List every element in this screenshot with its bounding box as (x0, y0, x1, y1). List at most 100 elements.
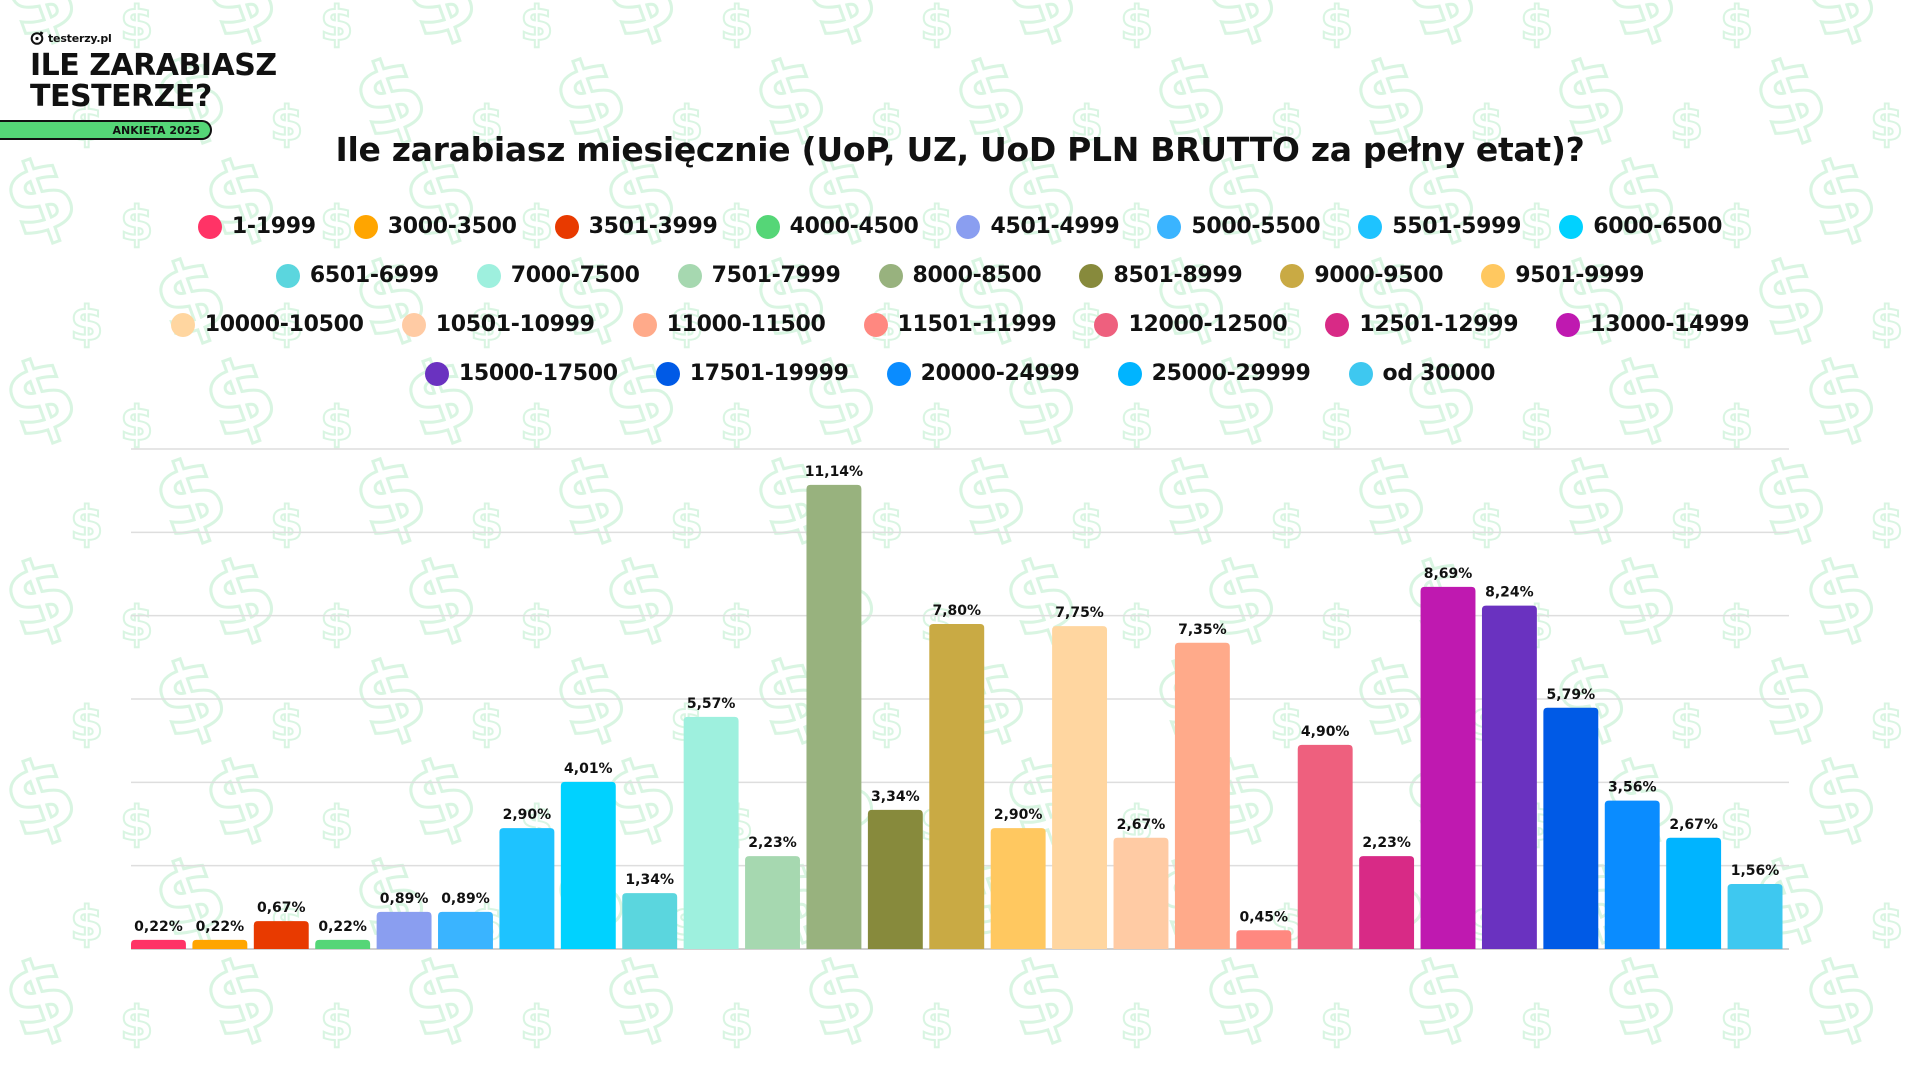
legend-item[interactable]: 7501-7999 (677, 263, 841, 288)
dollar-sign-icon: $ (520, 996, 553, 1052)
bar[interactable] (131, 939, 186, 949)
dollar-sign-icon: $ (70, 296, 103, 352)
legend-label: 9501-9999 (1515, 263, 1645, 288)
bar[interactable] (1297, 744, 1353, 949)
brand-site-name: testerzy.pl (48, 31, 112, 45)
bar-value-label: 2,90% (503, 807, 552, 823)
legend-item[interactable]: 10000-10500 (170, 312, 364, 337)
legend-item[interactable]: 5000-5500 (1157, 214, 1321, 239)
legend-item[interactable]: 11000-11500 (632, 312, 826, 337)
legend-item[interactable]: 15000-17500 (424, 361, 618, 386)
bar[interactable] (1727, 884, 1783, 949)
legend-label: od 30000 (1382, 361, 1496, 386)
bar[interactable] (1052, 626, 1108, 949)
legend-swatch (1117, 361, 1142, 386)
dollar-sign-icon: $ (670, 496, 703, 552)
survey-badge-label: ANKIETA 2025 (112, 123, 200, 137)
dollar-sign-icon: $ (720, 196, 753, 252)
legend-swatch (1559, 214, 1584, 239)
legend-item[interactable]: 9000-9500 (1280, 263, 1444, 288)
legend-swatch (197, 214, 222, 239)
bar[interactable] (560, 781, 616, 949)
bar-value-label: 0,22% (318, 919, 367, 935)
legend-item[interactable]: 1-1999 (197, 214, 316, 239)
bar[interactable] (499, 828, 555, 949)
bar[interactable] (1420, 586, 1476, 949)
dollar-sign-icon: $ (320, 0, 353, 52)
bar[interactable] (990, 828, 1046, 949)
bar[interactable] (253, 921, 309, 949)
legend-item[interactable]: 8000-8500 (878, 263, 1042, 288)
legend-swatch (1358, 214, 1383, 239)
bar[interactable] (683, 716, 739, 949)
bar[interactable] (376, 911, 432, 949)
bar[interactable] (929, 624, 985, 949)
bar[interactable] (315, 939, 371, 949)
dollar-sign-icon: $ (1320, 596, 1353, 652)
legend-label: 7501-7999 (711, 263, 841, 288)
bar[interactable] (1666, 837, 1722, 949)
bar[interactable] (1543, 707, 1599, 949)
legend-swatch (1325, 312, 1350, 337)
legend-item[interactable]: 25000-29999 (1117, 361, 1311, 386)
dollar-sign-icon: $ (1720, 0, 1753, 52)
legend-item[interactable]: od 30000 (1348, 361, 1496, 386)
dollar-sign-icon: $ (1520, 996, 1553, 1052)
legend-item[interactable]: 3501-3999 (554, 214, 718, 239)
bar[interactable] (192, 939, 248, 949)
legend-label: 8000-8500 (912, 263, 1042, 288)
bar[interactable] (1604, 800, 1660, 949)
legend-item[interactable]: 6000-6500 (1559, 214, 1722, 239)
bar[interactable] (1174, 642, 1230, 949)
bar[interactable] (745, 856, 800, 949)
legend-item[interactable]: 8501-8999 (1079, 263, 1243, 288)
dollar-sign-icon: $ (1870, 496, 1903, 552)
bar-value-label: 4,90% (1301, 724, 1350, 740)
legend-item[interactable]: 17501-19999 (655, 361, 849, 386)
bar[interactable] (1236, 930, 1292, 949)
legend-label: 15000-17500 (458, 361, 618, 386)
bar[interactable] (1113, 837, 1169, 949)
bar-value-label: 7,80% (932, 603, 981, 619)
legend-item[interactable]: 11501-11999 (863, 312, 1057, 337)
dollar-sign-icon: $ (1120, 596, 1153, 652)
legend-item[interactable]: 10501-10999 (401, 312, 595, 337)
legend-item[interactable]: 7000-7500 (476, 263, 640, 288)
bar[interactable] (867, 809, 923, 949)
bar-value-label: 8,69% (1424, 566, 1473, 582)
bar[interactable] (1359, 856, 1415, 949)
dollar-sign-icon: $ (870, 696, 903, 752)
bar-value-label: 7,75% (1055, 605, 1104, 621)
bar-value-label: 5,57% (687, 696, 736, 712)
testerzy-logo-icon (30, 31, 44, 45)
legend-item[interactable]: 13000-14999 (1556, 312, 1750, 337)
legend-item[interactable]: 9501-9999 (1481, 263, 1644, 288)
legend-swatch (170, 312, 195, 337)
dollar-sign-icon: $ (670, 296, 703, 352)
dollar-sign-icon: $ (1520, 396, 1553, 452)
bar[interactable] (1481, 605, 1537, 949)
dollar-sign-icon: $ (1270, 96, 1303, 152)
brand-title-line2: TESTERZE? (30, 79, 212, 114)
chart-legend: 1-1999 3000-3500 3501-3999 4000-4500 4501-49… (120, 214, 1800, 386)
legend-item[interactable]: 4501-4999 (956, 214, 1120, 239)
legend-label: 8501-8999 (1113, 263, 1243, 288)
legend-label: 5000-5500 (1191, 214, 1321, 239)
legend-item[interactable]: 12501-12999 (1325, 312, 1519, 337)
legend-item[interactable]: 12000-12500 (1094, 312, 1288, 337)
legend-item[interactable]: 20000-24999 (886, 361, 1080, 386)
dollar-sign-icon: $ (1320, 0, 1353, 52)
bar[interactable] (622, 893, 678, 949)
legend-item[interactable]: 6501-6999 (275, 263, 439, 288)
bar[interactable] (806, 484, 862, 949)
legend-item[interactable]: 3000-3500 (353, 214, 517, 239)
legend-item[interactable]: 5501-5999 (1358, 214, 1522, 239)
dollar-sign-icon: $ (70, 496, 103, 552)
legend-label: 13000-14999 (1590, 312, 1750, 337)
dollar-sign-icon: $ (1670, 96, 1703, 152)
dollar-sign-icon: $ (520, 396, 553, 452)
bar[interactable] (438, 911, 493, 949)
dollar-sign-icon: $ (1720, 196, 1753, 252)
legend-item[interactable]: 4000-4500 (755, 214, 919, 239)
legend-label: 1-1999 (231, 214, 316, 239)
